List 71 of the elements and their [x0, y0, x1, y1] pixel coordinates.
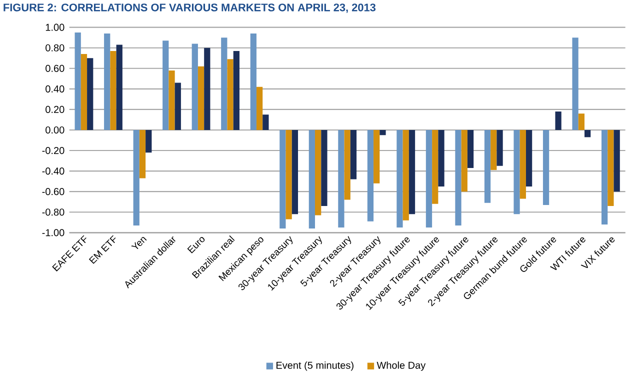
bar: [80, 54, 88, 130]
bar: [174, 82, 181, 130]
bar: [227, 59, 234, 130]
bar: [292, 130, 298, 214]
bar: [601, 130, 608, 224]
legend-label: Whole Day: [376, 361, 426, 371]
bar: [396, 130, 403, 228]
bar: [426, 130, 432, 228]
y-tick-label: -0.20: [42, 146, 64, 154]
bar: [461, 130, 468, 192]
bar: [520, 130, 526, 199]
y-tick-label: 0.80: [46, 44, 64, 52]
y-tick-label: 0.40: [46, 85, 64, 92]
y-tick-label: -0.40: [42, 168, 64, 175]
bar: [308, 130, 316, 229]
bar: [116, 44, 122, 130]
bar: [133, 130, 140, 226]
bar: [262, 114, 269, 130]
bar: [74, 32, 81, 130]
bar: [315, 130, 322, 216]
bar: [572, 38, 578, 130]
bar: [490, 130, 497, 170]
bar: [608, 130, 614, 206]
bar: [484, 130, 491, 203]
bar: [168, 70, 175, 130]
bar: [367, 130, 374, 222]
bar: [146, 130, 152, 153]
bar: [526, 130, 532, 186]
bar: [496, 130, 503, 166]
y-tick-label: 0.00: [46, 126, 64, 134]
y-tick-label: -0.60: [42, 188, 64, 196]
chart-title: FIGURE 2: CORRELATIONS OF VARIOUS MARKETS ON APRIL 23, 2013: [4, 4, 376, 13]
bar: [555, 112, 562, 130]
legend-label: Event (5 minutes): [276, 361, 354, 371]
bar: [233, 50, 240, 130]
bar: [250, 33, 256, 130]
bar: [162, 40, 169, 130]
bar: [87, 58, 94, 130]
bar: [256, 86, 263, 130]
y-tick-label: 0.20: [46, 106, 64, 114]
y-tick-label: -0.80: [42, 208, 64, 216]
bar: [286, 130, 292, 220]
bar: [344, 130, 350, 200]
bar: [380, 130, 386, 136]
bar: [280, 130, 286, 229]
bar: [584, 130, 591, 138]
y-tick-label: 1.00: [46, 24, 64, 31]
bar: [408, 130, 416, 214]
bar: [438, 130, 444, 186]
bar: [514, 130, 520, 214]
y-tick-label: -1.00: [42, 229, 64, 236]
bar: [374, 130, 380, 184]
bar: [432, 130, 438, 204]
bar: [104, 33, 110, 130]
bar: [350, 130, 357, 180]
bar: [455, 130, 462, 226]
y-tick-label: 0.60: [46, 64, 64, 72]
bar: [467, 130, 474, 168]
bar: [578, 114, 584, 130]
bar: [542, 130, 550, 205]
bar: [614, 130, 620, 192]
bar: [221, 38, 228, 130]
x-tick-label: Yen: [131, 236, 147, 250]
bar: [198, 66, 204, 130]
bar: [204, 48, 210, 130]
bar: [139, 130, 146, 178]
bar: [110, 50, 116, 130]
bar: [338, 130, 344, 228]
bar: [321, 130, 328, 206]
bar: [192, 44, 198, 130]
bar: [402, 130, 409, 220]
